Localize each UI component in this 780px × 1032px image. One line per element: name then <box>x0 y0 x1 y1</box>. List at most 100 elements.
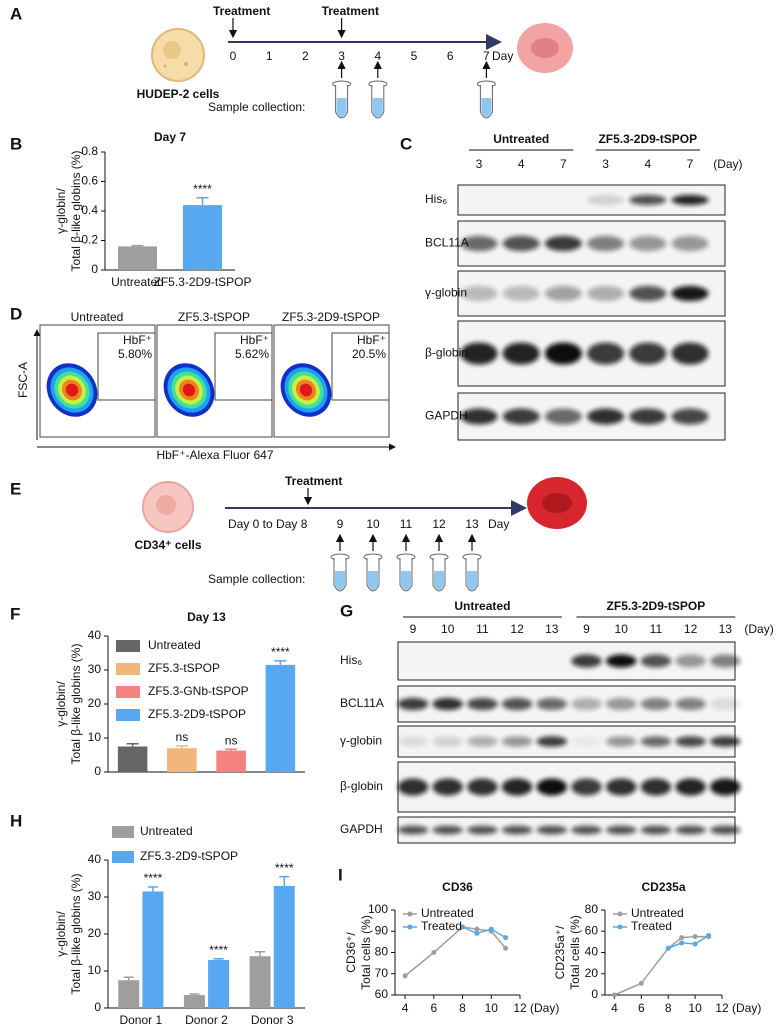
cell-label: CD34⁺ cells <box>134 538 201 552</box>
bar <box>265 664 296 772</box>
legend-point <box>617 911 623 917</box>
lane-label: 12 <box>684 622 698 636</box>
legend-point <box>407 924 413 930</box>
sample-tube <box>462 533 482 592</box>
group-label: Untreated <box>493 132 549 146</box>
day-label: 9 <box>337 517 344 531</box>
day-unit: (Day) <box>713 157 742 171</box>
legend-swatch <box>116 663 140 675</box>
band <box>501 736 533 747</box>
flow-density <box>182 383 196 397</box>
band <box>432 778 463 796</box>
bar <box>118 980 140 1008</box>
band <box>640 736 672 747</box>
gate <box>214 332 273 401</box>
y-tick-label: 10 <box>88 730 102 744</box>
y-tick-label: 20 <box>88 696 102 710</box>
flow-density <box>65 383 79 397</box>
y-tick-label: 0.2 <box>81 233 98 247</box>
band <box>467 736 498 747</box>
bar <box>142 891 164 1008</box>
sample-label: Sample collection: <box>208 572 305 586</box>
band <box>640 778 672 796</box>
bar <box>273 885 295 1008</box>
x-tick-label: Donor 3 <box>251 1013 294 1027</box>
x-tick-label: Donor 2 <box>185 1013 228 1027</box>
point <box>460 924 466 930</box>
y-tick-label: 40 <box>88 628 102 642</box>
band <box>467 778 498 796</box>
y-axis-label: Total cells (%) <box>359 915 373 990</box>
day-label: 11 <box>400 517 413 531</box>
legend-label: Treated <box>631 919 672 933</box>
lane-label: 3 <box>476 157 483 171</box>
lane-label: 9 <box>410 622 417 636</box>
chart-title: CD36 <box>442 880 473 894</box>
legend-swatch <box>116 686 140 698</box>
panel-label: A <box>10 4 22 23</box>
band <box>502 285 540 302</box>
band <box>587 342 625 365</box>
point <box>474 930 480 936</box>
tube-liquid <box>467 571 477 590</box>
band <box>571 778 602 796</box>
bar <box>118 246 157 270</box>
y-axis-label: Total cells (%) <box>568 915 582 990</box>
point <box>431 950 437 955</box>
bar <box>183 995 205 1008</box>
treatment-label: Treatment <box>322 4 379 18</box>
significance: **** <box>271 645 290 659</box>
gate-label: HbF⁺ <box>123 333 152 347</box>
band <box>675 697 706 711</box>
y-tick-label: 60 <box>375 987 389 1001</box>
band <box>502 408 540 425</box>
legend-point <box>407 911 413 917</box>
gate <box>331 332 390 401</box>
band <box>460 342 498 365</box>
band <box>605 654 637 668</box>
band <box>587 235 625 252</box>
band <box>544 408 582 425</box>
day-label: 7 <box>483 49 490 63</box>
band <box>432 825 463 835</box>
point <box>402 973 408 979</box>
band <box>605 736 637 747</box>
sample-tube <box>476 60 496 119</box>
band <box>536 736 568 747</box>
error-bar <box>255 951 266 957</box>
band <box>587 408 625 425</box>
band <box>671 194 709 206</box>
band <box>544 235 582 252</box>
legend-label: Untreated <box>631 906 684 920</box>
significance: ns <box>176 730 189 744</box>
band <box>571 654 602 668</box>
band <box>605 825 637 835</box>
bar <box>208 959 230 1008</box>
band <box>536 697 568 711</box>
rbc-icon <box>517 23 573 73</box>
significance: **** <box>144 871 163 885</box>
sample-tube <box>332 60 352 119</box>
band <box>629 408 667 425</box>
y-tick-label: 0 <box>94 1000 101 1014</box>
series-line <box>462 926 507 939</box>
y-tick-label: 20 <box>88 926 102 940</box>
significance: **** <box>193 182 212 196</box>
sample-label: Sample collection: <box>208 100 305 114</box>
legend-label: ZF5.3-2D9-tSPOP <box>140 849 238 863</box>
chart-title: CD235a <box>641 880 685 894</box>
row-label: BCL11A <box>340 696 384 710</box>
flow-title: ZF5.3-2D9-tSPOP <box>282 310 380 324</box>
point <box>611 992 617 998</box>
band <box>675 778 706 796</box>
band <box>675 736 706 747</box>
band <box>397 778 429 796</box>
bar <box>167 748 197 772</box>
band <box>502 342 540 365</box>
lane-label: 3 <box>602 157 609 171</box>
treatment-label: Treatment <box>213 4 270 18</box>
lane-label: 10 <box>441 622 455 636</box>
day-label: 13 <box>465 517 479 531</box>
band <box>467 697 498 711</box>
